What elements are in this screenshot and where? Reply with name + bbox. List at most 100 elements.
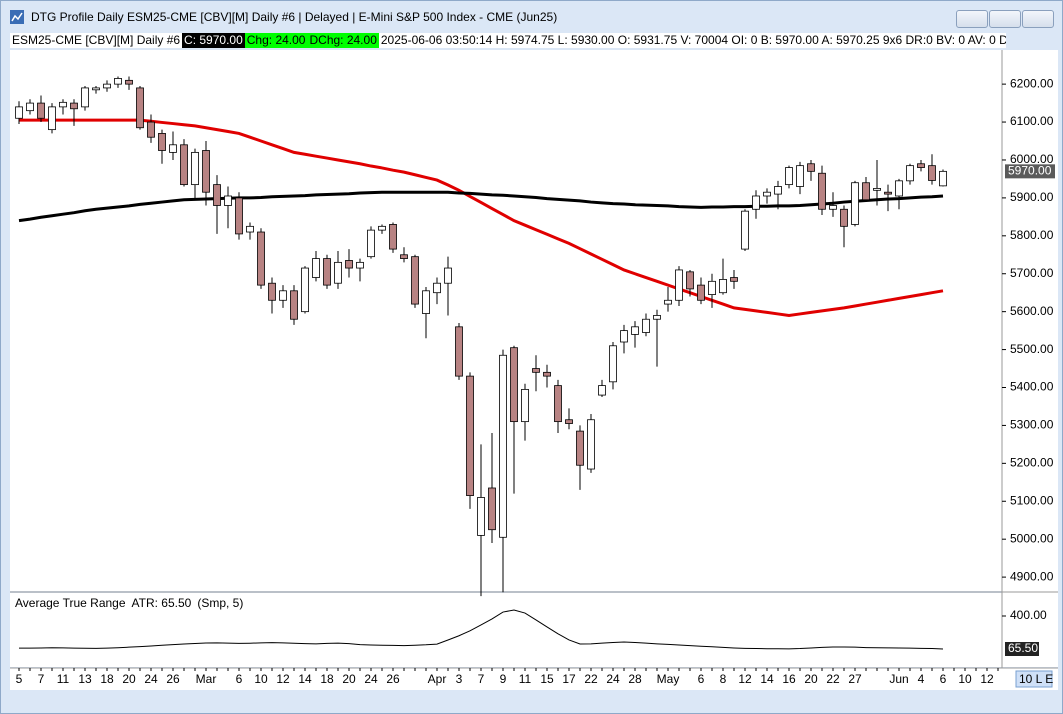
atr-value-box <box>1005 642 1039 656</box>
window-title: DTG Profile Daily ESM25-CME [CBV][M] Dai… <box>31 10 558 24</box>
candle-body <box>312 258 320 278</box>
atr-params: (Smp, 5) <box>197 596 243 610</box>
candle-body <box>37 102 45 119</box>
day-change-box: DChg: 24.00 <box>307 33 379 48</box>
x-tick-label: 14 <box>298 672 312 686</box>
x-tick-label: 9 <box>500 672 507 686</box>
y-tick-label: 6100.00 <box>1010 114 1054 128</box>
candle-body <box>752 195 760 210</box>
candle-body <box>70 102 78 110</box>
zoom-label[interactable]: 10 L E <box>1019 672 1053 686</box>
candle-body <box>257 231 265 286</box>
x-tick-label: 18 <box>100 672 114 686</box>
zoom-box[interactable] <box>1015 670 1053 688</box>
info-bar: ESM25-CME [CBV][M] Daily #6 C: 5970.00 C… <box>10 33 1006 48</box>
y-tick-label: 5100.00 <box>1010 493 1054 507</box>
atr-name: Average True Range <box>15 596 126 610</box>
candle-body <box>686 271 694 290</box>
y-tick-label: 5300.00 <box>1010 418 1054 432</box>
x-tick-label: 16 <box>782 672 796 686</box>
x-tick-label: 6 <box>236 672 243 686</box>
price-axis <box>1002 50 1058 667</box>
candle-body <box>796 165 804 187</box>
y-tick-label: 6200.00 <box>1010 76 1054 90</box>
y-tick-label: 6000.00 <box>1010 152 1054 166</box>
candle-body <box>466 375 474 496</box>
maximize-button[interactable] <box>989 10 1021 28</box>
x-tick-label: 7 <box>38 672 45 686</box>
y-tick-label: 5200.00 <box>1010 456 1054 470</box>
candle-body <box>939 170 947 187</box>
atr-annotation: ATR: 65.50 <box>132 596 192 610</box>
candle-body <box>114 78 122 85</box>
x-tick-label: 6 <box>940 672 947 686</box>
candle-body <box>59 101 67 108</box>
moving-average <box>19 118 944 317</box>
candle-body <box>532 368 540 373</box>
close-button[interactable] <box>1022 10 1054 28</box>
moving-average <box>18 190 944 223</box>
candle-body <box>862 182 870 201</box>
candle-body <box>873 188 881 191</box>
candle-body <box>741 210 749 250</box>
candle-body <box>763 191 771 197</box>
close-box: C: 5970.00 <box>182 33 245 48</box>
candle-body <box>290 290 298 320</box>
candle-body <box>81 87 89 108</box>
x-tick-label: 7 <box>478 672 485 686</box>
candle-body <box>455 326 463 377</box>
x-tick-label: Jun <box>889 672 908 686</box>
x-tick-label: 28 <box>628 672 642 686</box>
candle-body <box>521 388 529 423</box>
last-price-label: 5970.00 <box>1008 164 1052 178</box>
symbol: ESM25-CME [CBV][M] Daily #6 <box>12 33 181 47</box>
candle-body <box>818 172 826 210</box>
x-tick-label: 10 <box>958 672 972 686</box>
candle-body <box>323 258 331 286</box>
x-tick-label: 24 <box>144 672 158 686</box>
x-tick-label: 18 <box>320 672 334 686</box>
candle-body <box>928 165 936 181</box>
y-tick-label: 5800.00 <box>1010 228 1054 242</box>
y-tick-label: 5400.00 <box>1010 380 1054 394</box>
y-tick-label: 400.00 <box>1010 608 1047 622</box>
x-tick-label: 13 <box>78 672 92 686</box>
candle-body <box>664 299 672 305</box>
y-tick-label: 5000.00 <box>1010 531 1054 545</box>
x-tick-label: 5 <box>16 672 23 686</box>
candle-body <box>48 106 56 131</box>
candle-body <box>147 121 155 138</box>
candle-body <box>653 315 661 320</box>
candle-body <box>642 318 650 333</box>
candle-body <box>851 182 859 225</box>
candle-body <box>510 347 518 423</box>
candle-body <box>807 163 815 172</box>
candle-body <box>587 419 595 470</box>
candle-body <box>345 260 353 269</box>
candle-body <box>499 354 507 538</box>
candle-body <box>367 229 375 258</box>
last-price-box <box>1005 164 1055 179</box>
x-tick-label: 12 <box>276 672 290 686</box>
x-tick-label: 22 <box>584 672 598 686</box>
x-tick-label: Apr <box>428 672 447 686</box>
x-tick-label: 10 <box>254 672 268 686</box>
candle-body <box>884 191 892 195</box>
candle-body <box>598 385 606 396</box>
x-tick-label: 15 <box>540 672 554 686</box>
candle-body <box>301 267 309 313</box>
quote-details: 2025-06-06 03:50:14 H: 5974.75 L: 5930.0… <box>380 33 1006 47</box>
candle-body <box>411 256 419 305</box>
candle-body <box>158 133 166 151</box>
x-tick-label: 3 <box>456 672 463 686</box>
candle-body <box>235 197 243 235</box>
x-tick-label: 14 <box>760 672 774 686</box>
candle-body <box>785 167 793 186</box>
x-tick-label: 20 <box>804 672 818 686</box>
candle-body <box>488 487 496 531</box>
x-tick-label: 11 <box>57 672 70 686</box>
minimize-button[interactable] <box>956 10 988 28</box>
candle-body <box>719 279 727 294</box>
x-tick-label: 11 <box>519 672 532 686</box>
x-tick-label: 24 <box>606 672 620 686</box>
